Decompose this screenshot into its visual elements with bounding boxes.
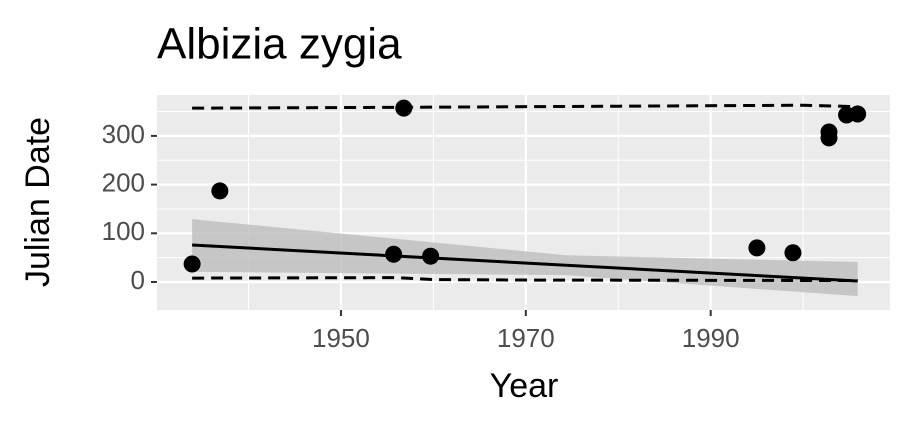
x-axis-label: Year [490,367,559,405]
point [820,129,838,147]
y-tick-label: 100 [102,216,145,246]
x-tick-label: 1970 [497,323,555,353]
point [183,255,201,273]
point [748,239,766,257]
y-tick-label: 300 [102,119,145,149]
y-tick-label: 200 [102,167,145,197]
regression-line [192,243,858,283]
point [385,245,403,263]
point [395,99,413,117]
x-tick-label: 1990 [682,323,740,353]
y-tick-label: 0 [131,265,145,295]
point [784,244,802,262]
x-tick-label: 1950 [312,323,370,353]
quantile-line [192,276,858,283]
quantile-line [192,103,858,110]
point [211,182,229,200]
confidence-band [192,219,858,297]
chart-title: Albizia zygia [157,20,402,69]
point [849,105,867,123]
y-axis-label: Julian Date [19,117,57,287]
point [422,247,440,265]
